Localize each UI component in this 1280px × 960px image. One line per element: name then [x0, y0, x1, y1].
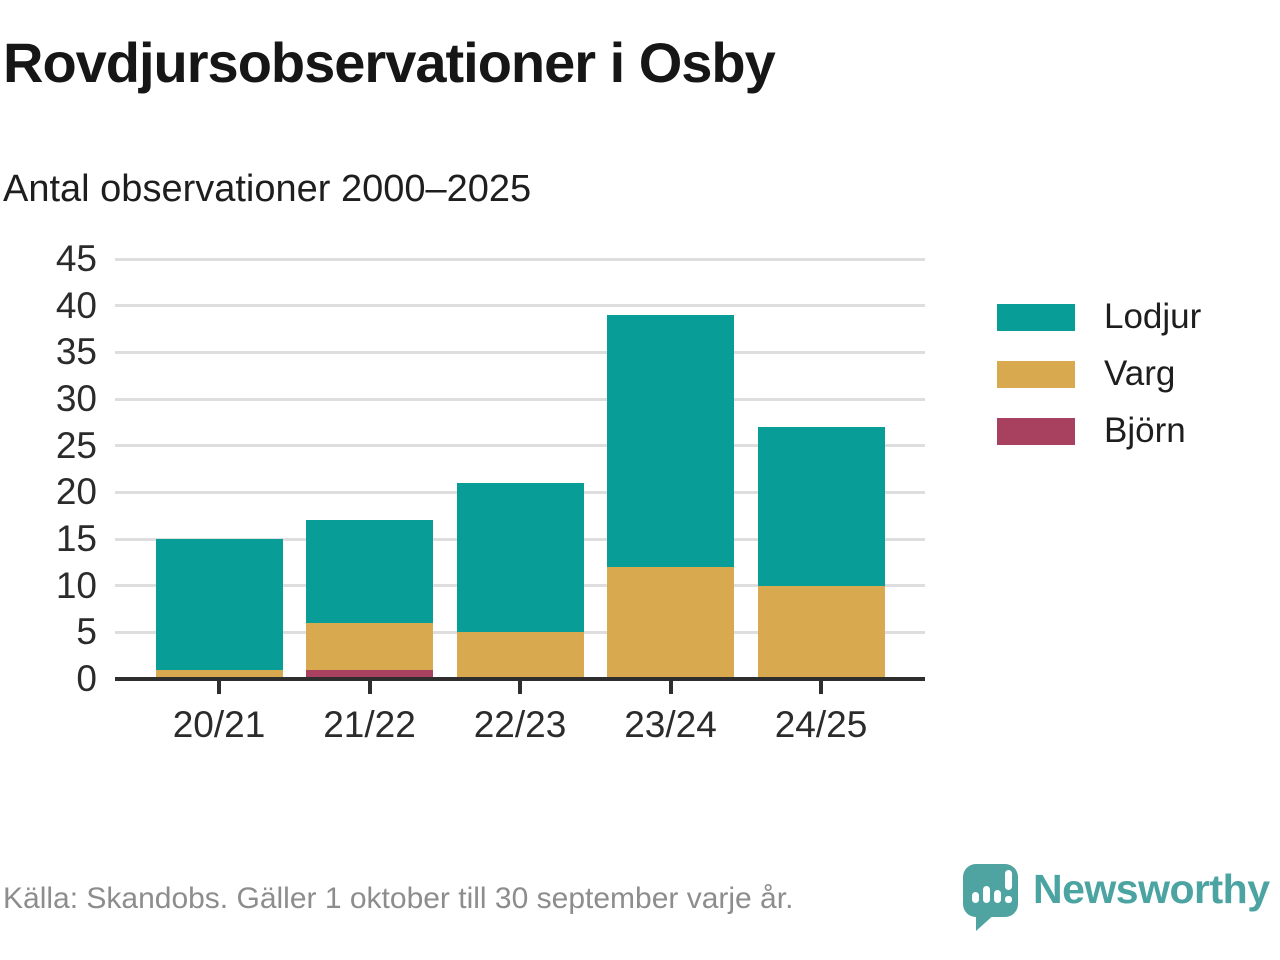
x-axis-tick-label: 20/21 [172, 704, 266, 745]
x-axis-tick-mark [668, 681, 673, 694]
gridline [115, 304, 925, 308]
bar-segment-lodjur [607, 315, 734, 567]
y-axis-tick-label: 30 [55, 378, 97, 419]
y-axis-tick-label: 0 [76, 658, 97, 699]
bar-segment-lodjur [456, 483, 584, 633]
legend: Lodjur Varg Björn [997, 298, 1201, 469]
gridline [115, 257, 925, 261]
page-title: Rovdjursobservationer i Osby [3, 31, 776, 94]
legend-label: Lodjur [1104, 297, 1202, 336]
y-axis-tick-label: 25 [55, 424, 97, 466]
y-axis-tick-label: 5 [76, 611, 97, 653]
logo-bubble-tail [976, 913, 996, 931]
y-axis-tick-label: 45 [55, 238, 97, 279]
x-axis-tick-label: 23/24 [624, 704, 717, 745]
y-axis-tick-label: 35 [55, 331, 97, 373]
legend-swatch-icon [997, 360, 1075, 388]
logo-bar-icon [972, 892, 979, 903]
gridline [115, 444, 925, 448]
logo-bubble-icon [963, 864, 1018, 931]
logo-exclamation-icon [1005, 896, 1012, 903]
x-axis-tick-mark [217, 681, 221, 694]
bar-segment-varg [306, 623, 433, 670]
bar-20/21 [155, 539, 283, 679]
x-axis-tick-label: 21/22 [323, 704, 416, 745]
legend-label: Björn [1104, 411, 1186, 450]
bar-segment-varg [456, 632, 584, 679]
bar-segment-björn [306, 669, 433, 679]
legend-row-björn: Björn [997, 412, 1201, 450]
legend-swatch-icon [997, 417, 1075, 445]
legend-label: Varg [1104, 354, 1176, 393]
bar-23/24 [607, 315, 734, 679]
gridline [115, 350, 925, 354]
newsworthy-logo: Newsworthy [963, 864, 1270, 931]
plot-area [115, 257, 925, 679]
bar-segment-varg [155, 669, 283, 679]
legend-row-lodjur: Lodjur [997, 298, 1201, 336]
bar-segment-varg [607, 567, 734, 679]
y-axis-tick-label: 15 [55, 518, 97, 559]
bar-22/23 [456, 483, 584, 679]
brand-name: Newsworthy [1033, 866, 1270, 912]
bar-segment-lodjur [757, 427, 885, 586]
bar-segment-lodjur [306, 520, 433, 624]
bar-segment-lodjur [155, 539, 283, 670]
x-axis-tick-label: 22/23 [473, 704, 567, 745]
logo-bar-icon [994, 890, 1001, 903]
bar-24/25 [757, 427, 885, 679]
y-axis-tick-label: 10 [55, 564, 97, 606]
x-axis-tick-label: 24/25 [774, 704, 868, 745]
legend-swatch-icon [997, 303, 1075, 331]
bar-21/22 [306, 520, 433, 679]
x-axis-line [115, 677, 925, 681]
logo-bar-icon [983, 886, 990, 903]
y-axis-tick-label: 40 [55, 284, 97, 326]
legend-row-varg: Varg [997, 355, 1201, 393]
source-note: Källa: Skandobs. Gäller 1 oktober till 3… [3, 882, 794, 915]
gridline [115, 397, 925, 401]
chart-subtitle: Antal observationer 2000–2025 [3, 168, 532, 210]
x-axis-tick-mark [819, 681, 823, 694]
logo-exclamation-icon [1005, 870, 1012, 890]
x-axis-tick-mark [367, 681, 372, 694]
x-axis-tick-mark [518, 681, 522, 694]
y-axis-tick-label: 20 [55, 471, 97, 513]
bar-segment-varg [757, 585, 885, 679]
